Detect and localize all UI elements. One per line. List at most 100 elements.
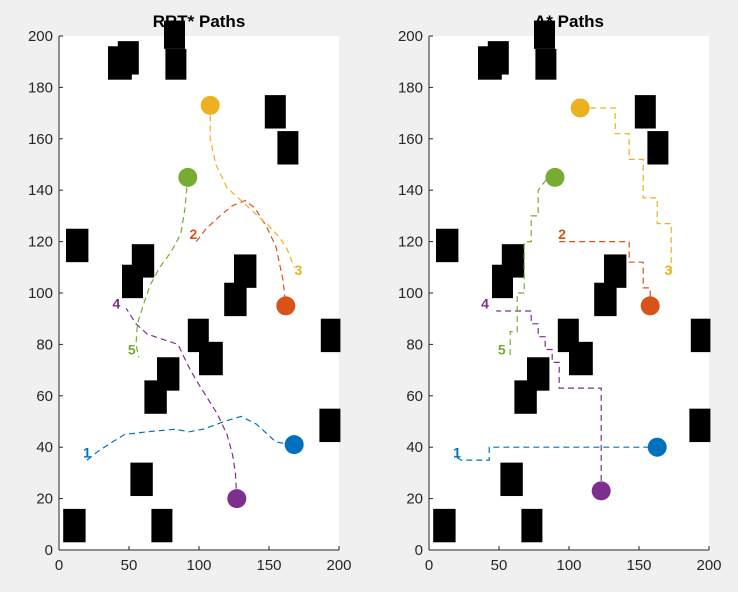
goal-marker-4 [227,489,247,509]
x-tick-label: 50 [121,557,138,574]
obstacle [130,462,153,497]
x-tick-label: 0 [55,557,63,574]
path-5-line [135,177,189,358]
obstacle [264,95,286,129]
obstacle [514,380,537,414]
obstacle [690,318,711,353]
obstacles-group [63,20,341,543]
x-tick-labels: 0 50 100 150 200 [425,546,722,574]
paths-group [86,105,295,499]
chart-title: A* Paths [534,12,604,31]
x-tick-label: 100 [556,557,581,574]
obstacle [569,341,593,376]
obstacle [487,41,509,75]
goal-marker-4 [591,481,611,501]
y-tick-label: 40 [406,439,423,456]
x-tick-label: 100 [186,557,211,574]
y-tick-label: 160 [398,131,423,148]
obstacle [319,408,341,443]
obstacle [647,131,669,165]
path-3-line [209,105,295,268]
obstacle [535,48,557,80]
obstacle [534,20,555,49]
obstacle [436,228,459,263]
path-2-line [559,241,651,306]
obstacle [277,131,299,165]
obstacle [164,20,185,49]
path-4-line [496,310,602,491]
obstacle [320,318,341,353]
goals-group [178,95,304,509]
obstacle [66,228,89,263]
path-label-4: 4 [481,295,489,311]
x-tick-label: 150 [626,557,651,574]
goals-group [545,98,667,501]
paths-group [456,107,672,491]
path-labels-group: 1 2 3 4 5 [83,226,302,460]
obstacle [117,41,139,75]
y-tick-label: 60 [36,388,53,405]
path-1-line [86,415,295,461]
goal-marker-3 [570,98,590,118]
y-tick-label: 160 [28,131,53,148]
y-tick-label: 40 [36,439,53,456]
path-label-2: 2 [558,226,566,242]
obstacle [144,380,167,414]
y-tick-label: 100 [28,285,53,302]
obstacle [433,508,456,543]
obstacle [63,508,86,543]
path-1-line [456,446,658,461]
x-tick-label: 50 [491,557,508,574]
y-tick-labels: 0 20 40 60 80 100 120 140 160 180 200 [398,28,433,559]
x-tick-label: 150 [256,557,281,574]
y-tick-label: 20 [406,491,423,508]
obstacle [594,282,617,317]
y-tick-label: 180 [28,79,53,96]
obstacle [634,95,656,129]
plot-area [59,36,339,550]
rrt-star-axes: 1 2 3 4 5 0 50 100 150 200 0 20 40 60 80 100 120 140 160… [28,12,352,574]
y-tick-label: 200 [398,28,423,45]
goal-marker-5 [545,167,565,187]
obstacle [199,341,223,376]
y-tick-label: 60 [406,388,423,405]
y-tick-label: 20 [36,491,53,508]
y-tick-label: 140 [28,182,53,199]
path-5-line [509,176,555,358]
obstacle [492,264,513,299]
y-tick-label: 140 [398,182,423,199]
obstacle [165,48,187,80]
y-tick-label: 0 [45,542,53,559]
path-label-3: 3 [295,262,303,278]
path-label-5: 5 [128,342,136,358]
y-tick-label: 100 [398,285,423,302]
y-tick-label: 120 [398,234,423,251]
chart-title: RRT* Paths [153,12,246,31]
goal-marker-1 [647,437,667,457]
y-tick-label: 80 [36,336,53,353]
a-star-axes: 1 2 3 4 5 0 50 100 150 200 0 20 40 60 80 100 120 140 160… [398,12,722,574]
obstacle [604,254,627,288]
plot-area [429,36,709,550]
obstacle [521,508,543,543]
obstacle [151,508,173,543]
obstacle [689,408,711,443]
path-label-3: 3 [665,262,673,278]
obstacle [224,282,247,317]
path-labels-group: 1 2 3 4 5 [453,226,672,460]
path-label-1: 1 [453,444,461,460]
obstacles-group [433,20,711,543]
path-label-2: 2 [190,226,198,242]
x-tick-label: 0 [425,557,433,574]
goal-marker-5 [178,167,198,187]
obstacle [500,462,523,497]
x-tick-label: 200 [326,557,351,574]
path-2-line [195,199,287,306]
obstacle [234,254,257,288]
path-3-line [580,107,672,275]
y-tick-label: 180 [398,79,423,96]
path-label-5: 5 [498,342,506,358]
path-label-1: 1 [83,444,91,460]
x-tick-label: 200 [696,557,721,574]
